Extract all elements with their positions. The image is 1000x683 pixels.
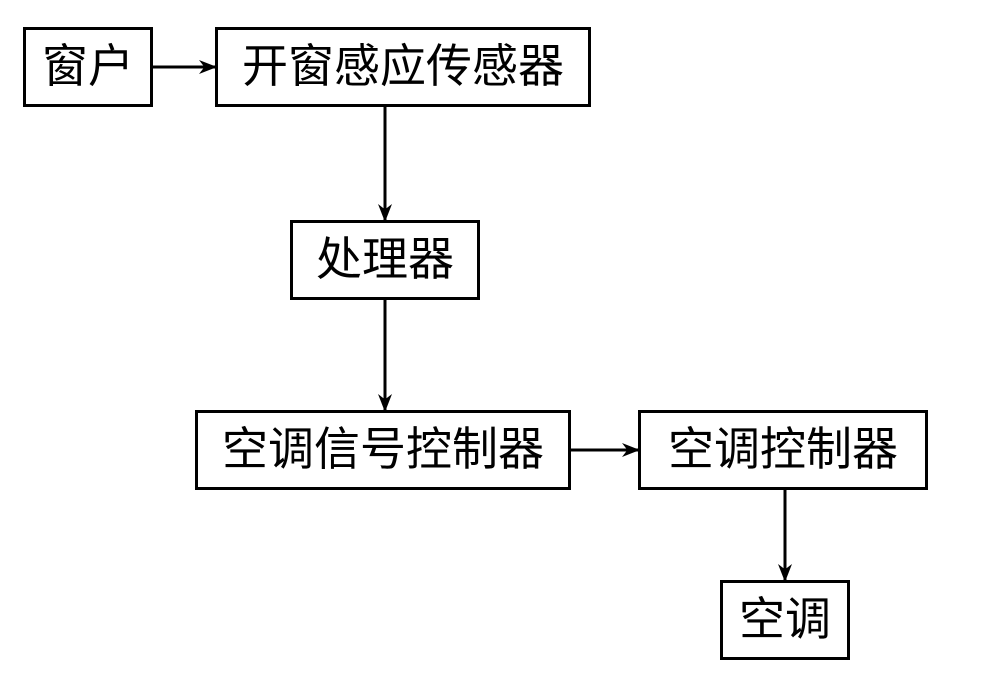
- node-signal-ctrl: 空调信号控制器: [195, 410, 571, 490]
- node-sensor: 开窗感应传感器: [215, 27, 591, 107]
- node-ac-controller: 空调控制器: [638, 410, 928, 490]
- node-processor: 处理器: [290, 220, 480, 300]
- node-window-label: 窗户: [42, 44, 134, 90]
- node-sensor-label: 开窗感应传感器: [242, 44, 564, 90]
- node-ac-controller-label: 空调控制器: [668, 427, 898, 473]
- node-processor-label: 处理器: [316, 237, 454, 283]
- node-ac: 空调: [720, 580, 850, 660]
- node-ac-label: 空调: [739, 597, 831, 643]
- node-signal-ctrl-label: 空调信号控制器: [222, 427, 544, 473]
- diagram-canvas: 窗户 开窗感应传感器 处理器 空调信号控制器 空调控制器 空调: [0, 0, 1000, 683]
- node-window: 窗户: [23, 27, 153, 107]
